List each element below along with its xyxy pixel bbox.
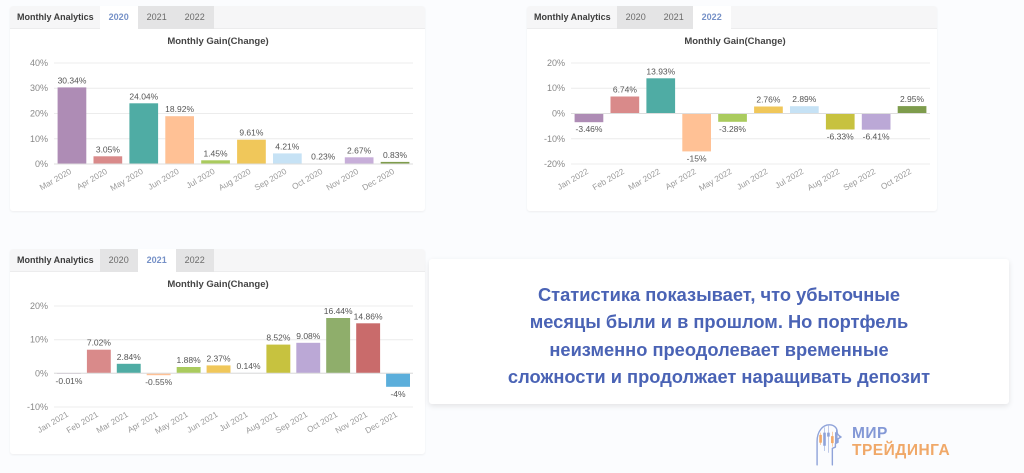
svg-text:2.84%: 2.84% bbox=[117, 352, 142, 362]
svg-text:0.83%: 0.83% bbox=[383, 150, 408, 160]
svg-text:20%: 20% bbox=[30, 109, 48, 119]
svg-text:-3.28%: -3.28% bbox=[719, 124, 746, 134]
svg-text:Sep 2022: Sep 2022 bbox=[841, 166, 877, 193]
svg-text:Jul 2020: Jul 2020 bbox=[184, 166, 216, 191]
svg-text:10%: 10% bbox=[30, 134, 48, 144]
svg-text:May 2022: May 2022 bbox=[697, 166, 734, 193]
svg-text:Oct 2022: Oct 2022 bbox=[879, 166, 913, 192]
svg-text:18.92%: 18.92% bbox=[165, 104, 194, 114]
svg-text:-20%: -20% bbox=[544, 159, 565, 169]
svg-text:-4%: -4% bbox=[390, 389, 406, 399]
svg-text:-0.55%: -0.55% bbox=[145, 377, 172, 387]
svg-text:Monthly Gain(Change): Monthly Gain(Change) bbox=[167, 279, 268, 290]
svg-text:2.76%: 2.76% bbox=[756, 95, 781, 105]
svg-text:6.74%: 6.74% bbox=[613, 85, 638, 95]
svg-text:Mar 2020: Mar 2020 bbox=[38, 166, 74, 192]
svg-text:-10%: -10% bbox=[544, 134, 565, 144]
svg-text:9.61%: 9.61% bbox=[239, 128, 264, 138]
svg-text:8.52%: 8.52% bbox=[266, 333, 291, 343]
svg-text:-0.01%: -0.01% bbox=[56, 376, 83, 386]
svg-text:20%: 20% bbox=[30, 301, 48, 311]
svg-text:Jan 2021: Jan 2021 bbox=[35, 409, 70, 435]
svg-text:Sep 2021: Sep 2021 bbox=[274, 409, 310, 436]
svg-text:-15%: -15% bbox=[687, 153, 707, 163]
svg-text:0.14%: 0.14% bbox=[236, 361, 261, 371]
svg-text:0.23%: 0.23% bbox=[311, 151, 336, 161]
svg-text:May 2021: May 2021 bbox=[153, 409, 190, 436]
svg-text:-3.46%: -3.46% bbox=[576, 124, 603, 134]
svg-text:Aug 2020: Aug 2020 bbox=[217, 166, 253, 193]
svg-text:Mar 2021: Mar 2021 bbox=[94, 409, 130, 435]
svg-text:40%: 40% bbox=[30, 58, 48, 68]
svg-text:2.95%: 2.95% bbox=[900, 94, 925, 104]
svg-text:-6.33%: -6.33% bbox=[827, 132, 854, 142]
svg-text:24.04%: 24.04% bbox=[129, 91, 158, 101]
svg-text:2.67%: 2.67% bbox=[347, 145, 372, 155]
svg-text:0%: 0% bbox=[552, 109, 565, 119]
svg-text:Jun 2021: Jun 2021 bbox=[185, 409, 220, 435]
svg-text:Nov 2021: Nov 2021 bbox=[333, 409, 369, 436]
svg-text:Monthly Gain(Change): Monthly Gain(Change) bbox=[684, 36, 785, 47]
svg-text:-6.41%: -6.41% bbox=[863, 132, 890, 142]
svg-text:30.34%: 30.34% bbox=[58, 75, 87, 85]
svg-text:14.86%: 14.86% bbox=[354, 311, 383, 321]
svg-text:Dec 2020: Dec 2020 bbox=[360, 166, 396, 193]
svg-text:Apr 2020: Apr 2020 bbox=[75, 166, 109, 192]
svg-text:1.45%: 1.45% bbox=[203, 148, 228, 158]
svg-text:Jun 2022: Jun 2022 bbox=[735, 166, 770, 192]
svg-text:30%: 30% bbox=[30, 83, 48, 93]
svg-text:-10%: -10% bbox=[27, 402, 48, 412]
svg-text:3.05%: 3.05% bbox=[96, 144, 121, 154]
svg-text:0%: 0% bbox=[35, 368, 48, 378]
svg-text:Sep 2020: Sep 2020 bbox=[253, 166, 289, 193]
svg-text:16.44%: 16.44% bbox=[324, 306, 353, 316]
svg-text:2.89%: 2.89% bbox=[792, 94, 817, 104]
svg-text:13.93%: 13.93% bbox=[646, 66, 675, 76]
svg-text:May 2020: May 2020 bbox=[108, 166, 145, 193]
svg-text:Jul 2022: Jul 2022 bbox=[773, 166, 806, 191]
svg-text:Jun 2020: Jun 2020 bbox=[146, 166, 181, 192]
svg-text:10%: 10% bbox=[547, 83, 565, 93]
svg-text:Feb 2021: Feb 2021 bbox=[65, 409, 101, 435]
svg-text:4.21%: 4.21% bbox=[275, 141, 300, 151]
svg-text:Aug 2022: Aug 2022 bbox=[805, 166, 841, 193]
svg-text:Oct 2021: Oct 2021 bbox=[305, 409, 339, 435]
svg-text:Monthly Gain(Change): Monthly Gain(Change) bbox=[167, 36, 268, 47]
svg-text:Mar 2022: Mar 2022 bbox=[626, 166, 662, 192]
svg-text:Feb 2022: Feb 2022 bbox=[591, 166, 627, 192]
svg-text:0%: 0% bbox=[35, 159, 48, 169]
svg-text:20%: 20% bbox=[547, 58, 565, 68]
svg-text:9.08%: 9.08% bbox=[296, 331, 321, 341]
svg-text:1.88%: 1.88% bbox=[177, 355, 202, 365]
svg-text:10%: 10% bbox=[30, 335, 48, 345]
svg-text:Oct 2020: Oct 2020 bbox=[290, 166, 324, 192]
svg-text:Apr 2022: Apr 2022 bbox=[663, 166, 697, 192]
svg-text:Dec 2021: Dec 2021 bbox=[363, 409, 399, 436]
svg-text:7.02%: 7.02% bbox=[87, 338, 112, 348]
svg-text:2.37%: 2.37% bbox=[206, 353, 231, 363]
svg-text:Nov 2020: Nov 2020 bbox=[324, 166, 360, 193]
svg-text:Jan 2022: Jan 2022 bbox=[555, 166, 590, 192]
svg-text:Aug 2021: Aug 2021 bbox=[244, 409, 280, 436]
